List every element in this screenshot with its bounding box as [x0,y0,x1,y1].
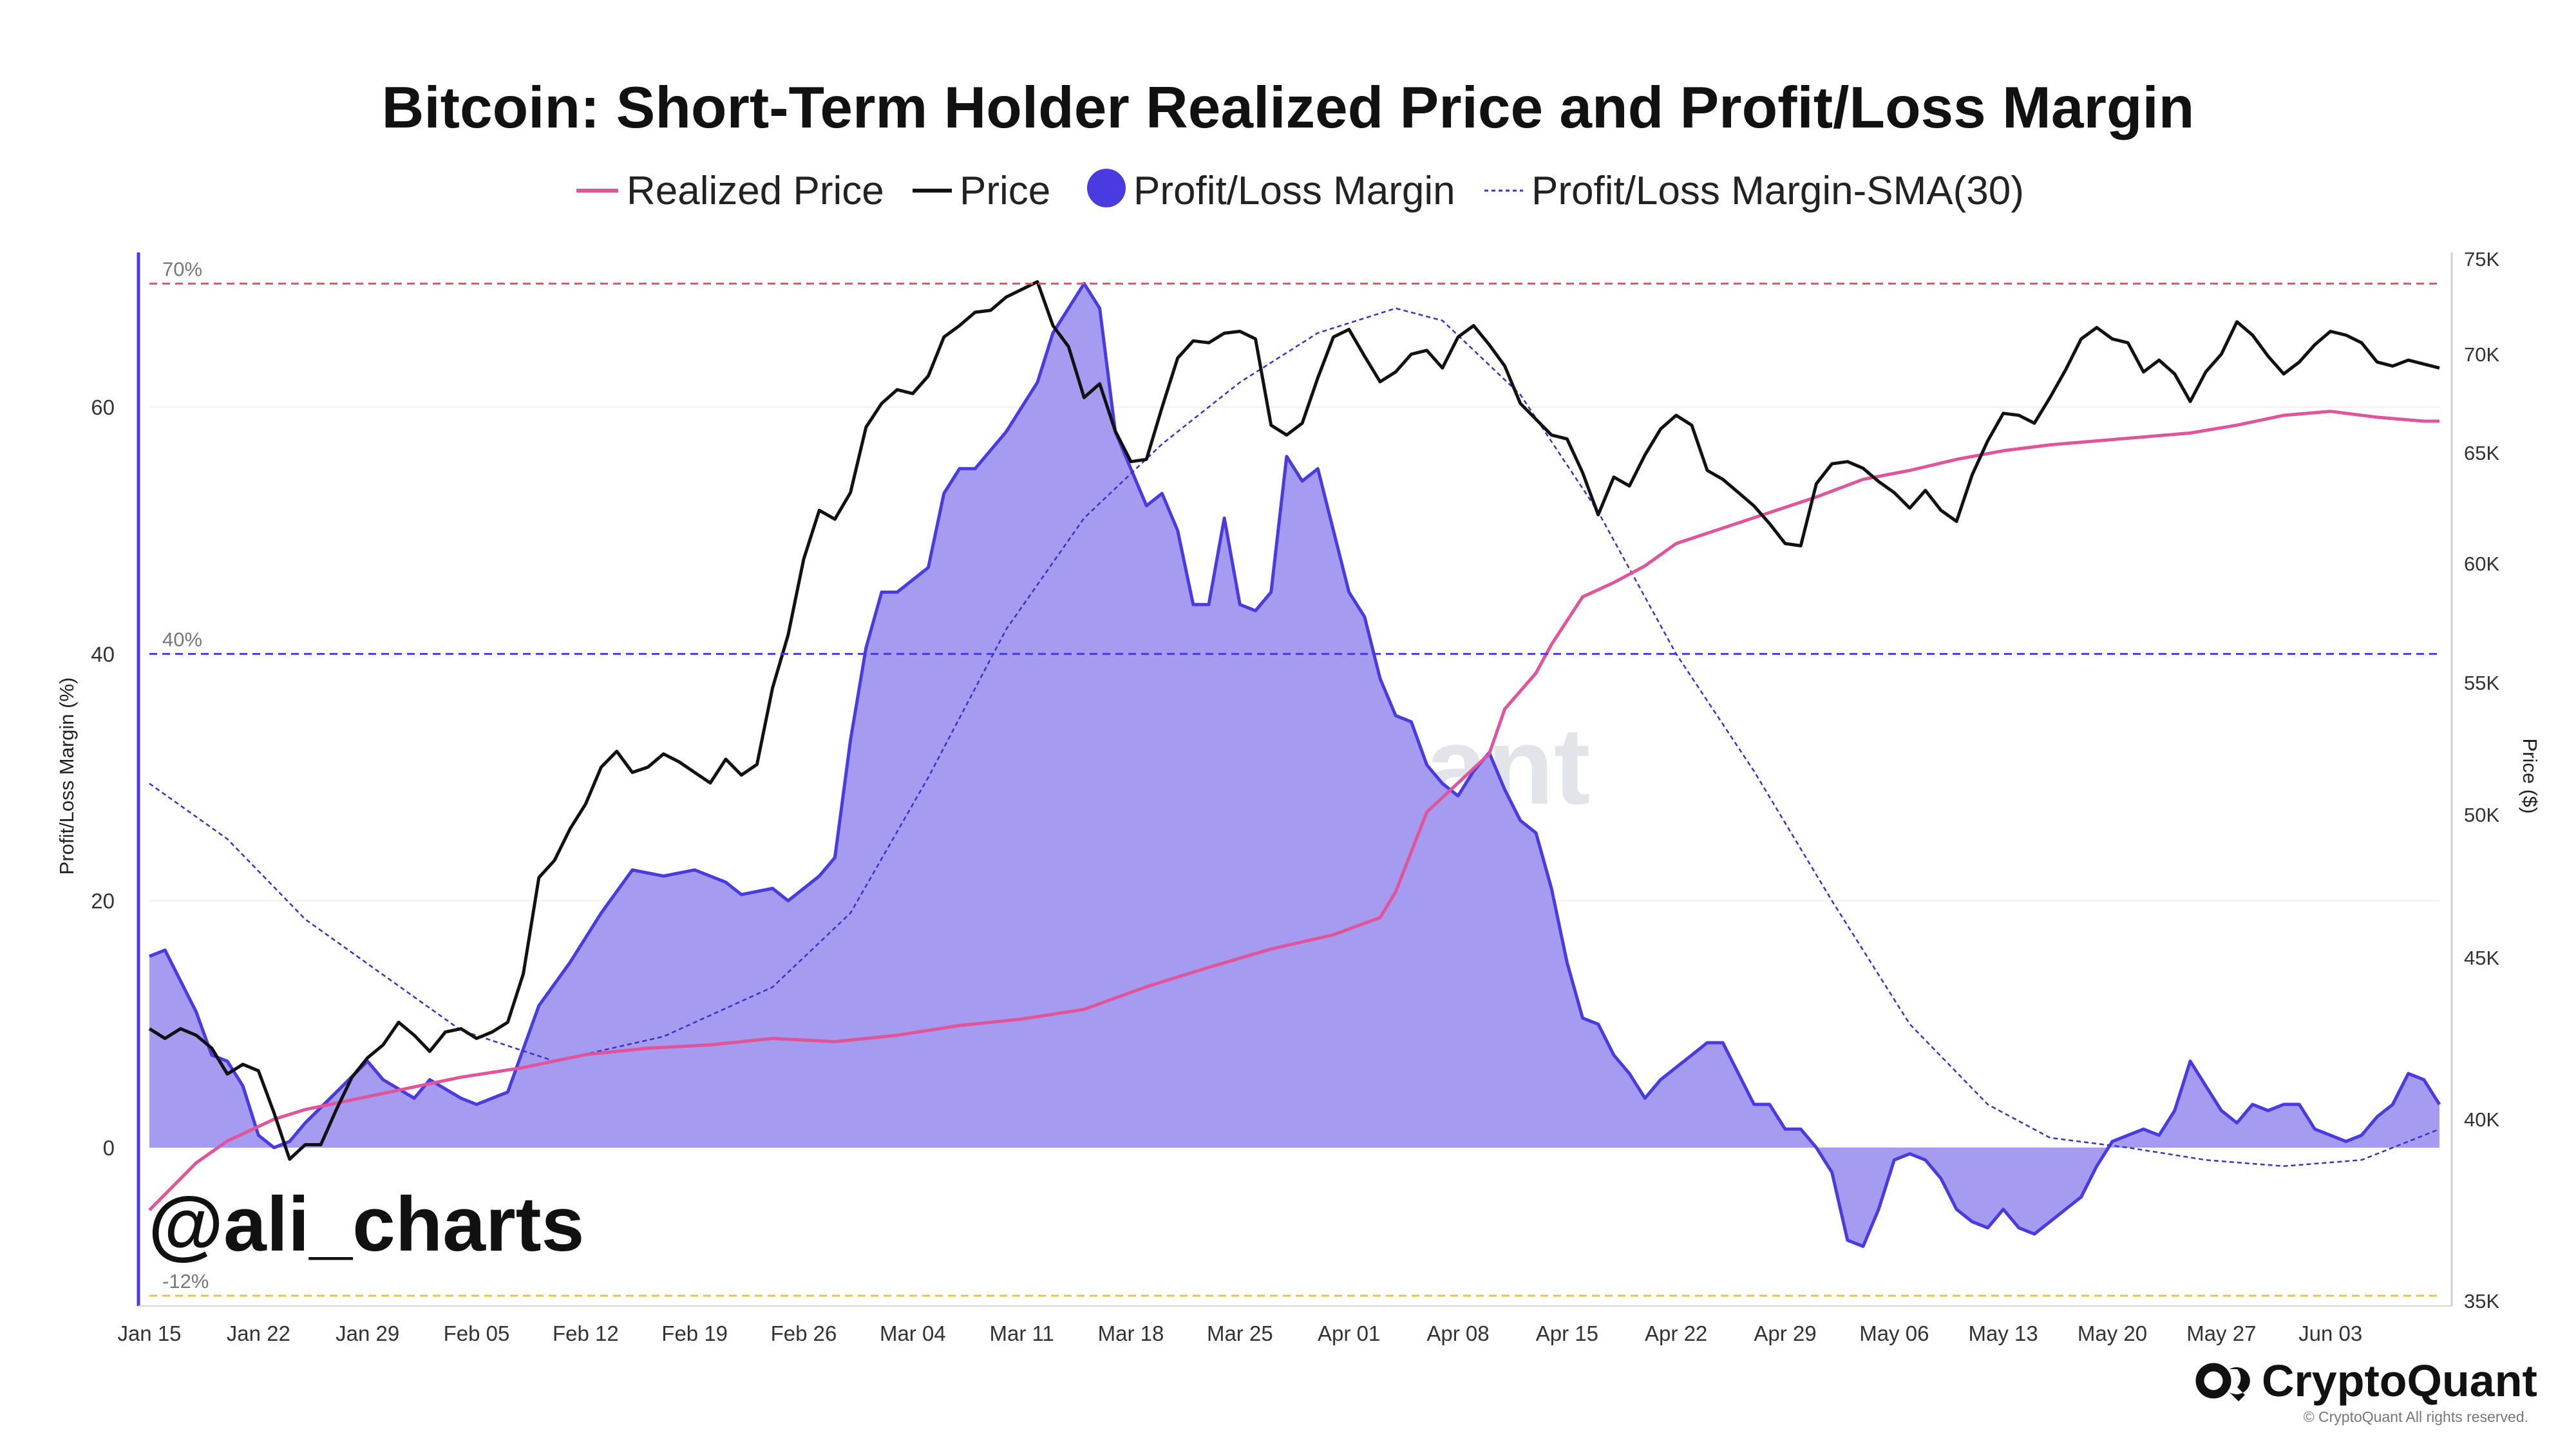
brand-logo: CryptoQuant © CryptoQuant All rights res… [2195,1356,2537,1425]
x-tick-label: Apr 22 [1645,1321,1707,1345]
y-right-tick-label: 35K [2464,1290,2499,1312]
x-tick-label: Mar 18 [1098,1321,1164,1345]
y-left-tick-label: 40 [91,642,115,666]
author-handle: @ali_charts [148,1181,584,1267]
profit-loss-margin-line [149,281,2441,1248]
x-tick-label: Feb 19 [661,1321,728,1345]
price-line [148,280,2440,1161]
y-right-tick-label: 45K [2464,947,2499,969]
x-tick-label: Mar 11 [990,1321,1054,1345]
x-tick-label: May 06 [1859,1321,1929,1345]
cryptoquant-logo-icon [2195,1363,2250,1401]
y-left-tick-label: 0 [103,1136,115,1160]
x-tick-label: Apr 15 [1536,1321,1598,1345]
series-layer [148,280,2441,1248]
y-left-tick-label: 60 [91,395,115,419]
x-tick-label: Feb 26 [771,1321,837,1345]
x-tick-label: Jan 15 [117,1321,181,1345]
reference-line-label: 70% [162,258,202,280]
y-left-axis-title: Profit/Loss Margin (%) [55,677,78,875]
x-tick-label: Apr 29 [1754,1321,1816,1345]
y-right-tick-label: 60K [2464,553,2499,575]
y-right-tick-label: 40K [2464,1108,2499,1131]
x-tick-label: Apr 08 [1426,1321,1489,1345]
legend: Realized Price Price Profit/Loss Margin … [576,169,2024,213]
legend-item-profit-loss-margin-sma[interactable]: Profit/Loss Margin-SMA(30) [1484,169,2024,213]
x-tick-label: Apr 01 [1318,1321,1380,1345]
profit-loss-margin-sma-line [149,307,2440,1168]
reference-line-label: 40% [162,628,202,650]
y-right-axis-title: Price ($) [2519,738,2541,813]
tick-labels: 0 20 40 60 35K 40K 45K 50K 55K 60K 65K 70K 75K Jan 15… [91,248,2499,1345]
brand-name: CryptoQuant [2262,1356,2537,1406]
y-right-tick-label: 65K [2464,442,2499,464]
x-tick-label: Jan 22 [227,1321,290,1345]
x-tick-label: Mar 25 [1207,1321,1273,1345]
reference-line-label: -12% [162,1270,209,1293]
y-right-tick-label: 70K [2464,343,2499,366]
profit-loss-margin-area [149,283,2439,1247]
x-tick-label: May 20 [2078,1321,2147,1345]
x-tick-label: Feb 05 [444,1321,510,1345]
x-tick-label: Mar 04 [880,1321,946,1345]
legend-label-realized-price: Realized Price [627,169,884,213]
y-right-tick-label: 50K [2464,804,2499,826]
legend-label-price: Price [960,169,1050,213]
y-right-tick-label: 75K [2464,248,2499,270]
x-tick-label: May 13 [1969,1321,2038,1345]
legend-swatch-profit-loss-margin [1087,169,1126,207]
legend-item-price[interactable]: Price [913,169,1050,213]
realized-price-line [148,410,2439,1211]
x-tick-label: Jun 03 [2298,1321,2362,1345]
chart-title: Bitcoin: Short-Term Holder Realized Pric… [382,75,2195,140]
legend-label-profit-loss-margin-sma: Profit/Loss Margin-SMA(30) [1531,169,2024,213]
x-tick-label: Feb 12 [553,1321,619,1345]
x-tick-label: Jan 29 [336,1321,399,1345]
x-tick-label: May 27 [2186,1321,2256,1345]
legend-label-profit-loss-margin: Profit/Loss Margin [1133,169,1455,213]
legend-item-profit-loss-margin[interactable]: Profit/Loss Margin [1087,169,1455,213]
reference-lines: 70% 40% -12% [149,258,2439,1297]
copyright: © CryptoQuant All rights reserved. [2304,1408,2528,1425]
y-left-tick-label: 20 [91,889,115,913]
axes [137,252,2453,1307]
legend-item-realized-price[interactable]: Realized Price [576,169,884,213]
y-right-tick-label: 55K [2464,672,2499,694]
